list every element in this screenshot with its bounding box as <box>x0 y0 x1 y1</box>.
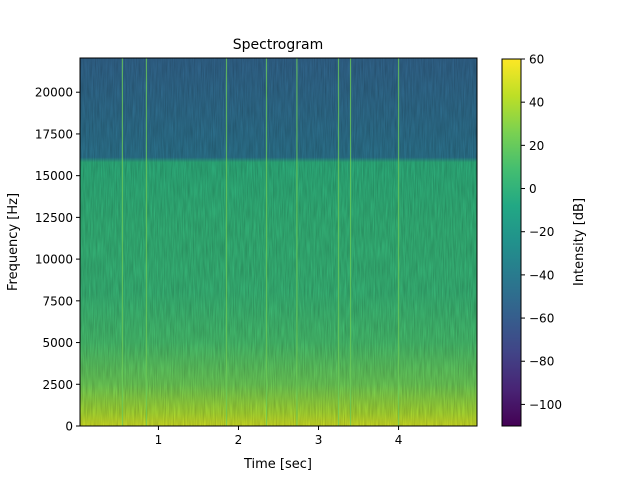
y-tick-label: 10000 <box>35 253 73 267</box>
y-tick-label: 17500 <box>35 127 73 141</box>
x-tick-label: 1 <box>155 433 163 447</box>
y-tick-label: 2500 <box>42 378 73 392</box>
x-tick-label: 3 <box>315 433 323 447</box>
colorbar-tick-label: 60 <box>529 53 544 67</box>
y-axis-label: Frequency [Hz] <box>6 193 21 291</box>
colorbar-tick-label: −20 <box>529 225 554 239</box>
y-tick-label: 7500 <box>42 294 73 308</box>
colorbar-label: Intensity [dB] <box>572 198 587 286</box>
colorbar-tick-label: −100 <box>529 398 562 412</box>
colorbar-tick-label: −60 <box>529 312 554 326</box>
x-tick-label: 4 <box>395 433 403 447</box>
spectrogram-texture <box>80 58 477 426</box>
colorbar-tick-label: 20 <box>529 139 544 153</box>
x-axis-label: Time [sec] <box>243 457 312 472</box>
y-tick-label: 15000 <box>35 169 73 183</box>
plot-area <box>80 58 477 426</box>
y-axis-ticks: 0 2500 5000 7500 10000 12500 15000 17500 20000 <box>35 86 80 434</box>
chart-title: Spectrogram <box>233 37 323 53</box>
x-axis-ticks: 1 2 3 4 <box>155 426 403 447</box>
y-tick-label: 0 <box>65 420 73 434</box>
y-tick-label: 12500 <box>35 211 73 225</box>
plot-frame <box>79 57 478 427</box>
colorbar-tick-label: 40 <box>529 96 544 110</box>
y-tick-label: 5000 <box>42 336 73 350</box>
colorbar-tick-label: −40 <box>529 268 554 282</box>
y-tick-label: 20000 <box>35 86 73 100</box>
colorbar-tick-label: −80 <box>529 355 554 369</box>
colorbar-tick-label: 0 <box>529 182 537 196</box>
x-tick-label: 2 <box>235 433 243 447</box>
colorbar-ticks: 60 40 20 0 −20 −40 −60 −80 −100 <box>521 53 562 412</box>
colorbar <box>501 58 522 427</box>
